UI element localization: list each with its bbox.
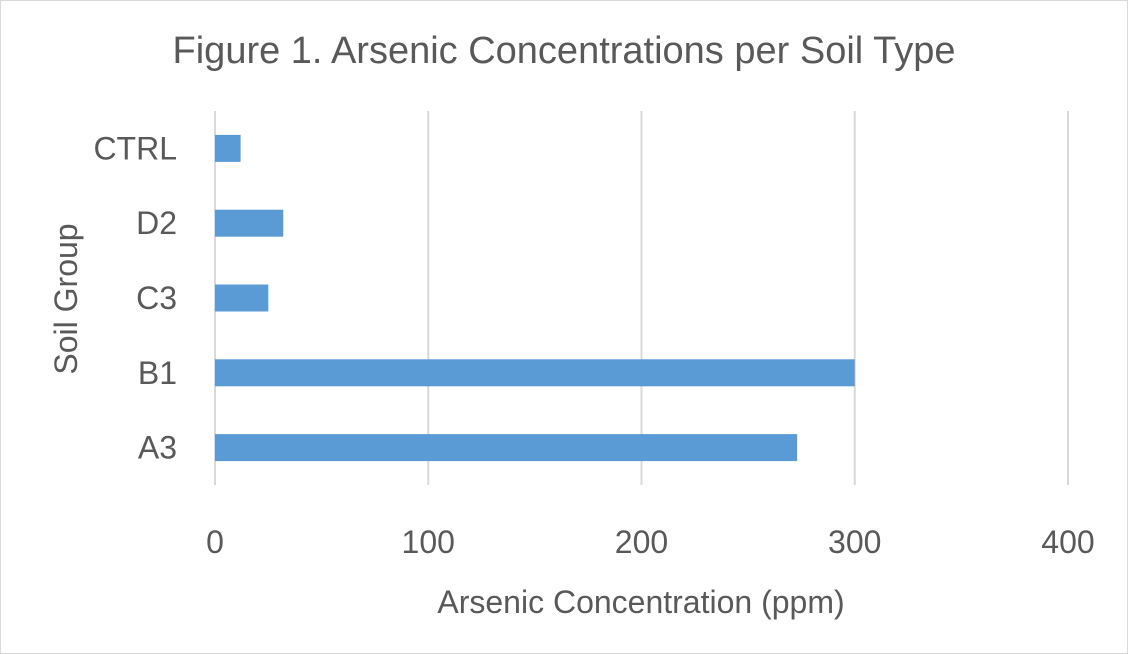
x-tick-label: 0 xyxy=(206,524,224,560)
category-labels: A3 B1 C3 D2 CTRL xyxy=(93,130,177,465)
gridlines xyxy=(214,111,1069,485)
bar-d2 xyxy=(215,209,284,237)
bars xyxy=(215,134,855,462)
x-tick-label: 300 xyxy=(828,524,881,560)
bar-b1 xyxy=(215,359,855,387)
category-label-a3: A3 xyxy=(138,430,177,466)
x-tick-labels: 0 100 200 300 400 xyxy=(206,524,1095,560)
x-tick-label: 400 xyxy=(1041,524,1094,560)
y-axis-title: Soil Group xyxy=(48,223,84,374)
x-axis-title: Arsenic Concentration (ppm) xyxy=(437,584,844,620)
x-tick-label: 100 xyxy=(402,524,455,560)
category-label-c3: C3 xyxy=(136,280,177,316)
bar-a3 xyxy=(215,434,798,462)
x-tick-label: 200 xyxy=(615,524,668,560)
bar-ctrl xyxy=(215,134,241,162)
category-label-ctrl: CTRL xyxy=(93,130,177,166)
chart-title: Figure 1. Arsenic Concentrations per Soi… xyxy=(173,30,956,72)
bar-c3 xyxy=(215,284,269,312)
category-label-d2: D2 xyxy=(136,205,177,241)
category-label-b1: B1 xyxy=(138,355,177,391)
